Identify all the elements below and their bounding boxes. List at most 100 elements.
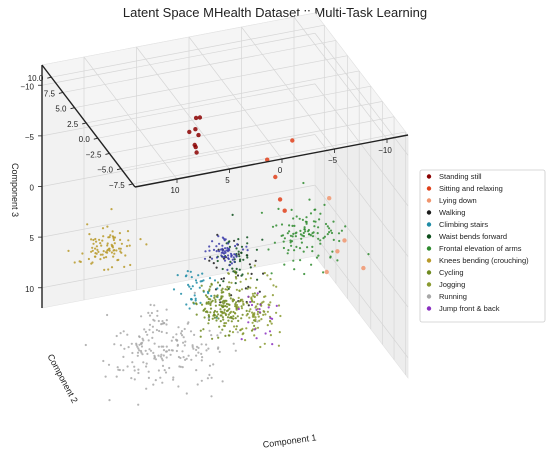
data-point (184, 275, 187, 278)
data-point (137, 368, 140, 371)
data-point (250, 272, 253, 275)
data-point (327, 196, 332, 201)
data-point (273, 174, 278, 180)
data-point (264, 295, 267, 298)
data-point (302, 231, 305, 235)
data-point (258, 290, 261, 293)
data-point (245, 245, 248, 248)
data-point (119, 250, 122, 253)
data-point (196, 383, 199, 386)
data-point (253, 300, 256, 304)
data-point (283, 237, 286, 240)
data-point (245, 309, 248, 312)
data-point (204, 250, 207, 253)
data-point (165, 319, 168, 322)
data-point (211, 299, 214, 302)
data-point (275, 224, 278, 227)
data-point (163, 369, 166, 372)
x-axis-label: Component 1 (262, 432, 317, 449)
data-point (227, 272, 230, 275)
data-point (249, 300, 252, 304)
data-point (164, 371, 168, 374)
data-point (127, 239, 130, 242)
data-point (202, 328, 205, 331)
data-point (116, 366, 119, 369)
data-point (260, 318, 263, 321)
data-point (157, 354, 160, 357)
data-point (218, 250, 221, 253)
data-point (299, 229, 302, 232)
data-point (99, 258, 102, 261)
data-point (215, 266, 218, 269)
data-point (188, 307, 191, 310)
data-point (208, 364, 212, 367)
data-point (270, 322, 273, 325)
data-point (226, 316, 230, 319)
data-point (215, 295, 218, 298)
data-point (217, 313, 220, 316)
data-point (222, 311, 225, 314)
data-point (286, 232, 289, 235)
data-point (227, 319, 230, 322)
data-point (153, 342, 156, 345)
data-point (91, 246, 94, 249)
data-point (131, 351, 134, 355)
data-point (248, 316, 251, 319)
data-point (253, 292, 256, 295)
data-point (278, 331, 281, 334)
data-point (109, 234, 112, 237)
data-point (194, 299, 197, 302)
data-point (253, 334, 256, 337)
data-point (160, 353, 163, 356)
data-point (223, 256, 226, 259)
data-point (235, 328, 238, 331)
data-point (215, 256, 219, 259)
data-point (136, 345, 139, 348)
data-point (247, 295, 250, 298)
data-point (248, 263, 251, 266)
data-point (253, 324, 256, 327)
data-point (126, 333, 129, 336)
data-point (271, 343, 274, 346)
data-point (146, 352, 149, 355)
data-point (195, 281, 198, 284)
legend-marker (426, 186, 432, 191)
data-point (223, 259, 227, 262)
data-point (168, 349, 171, 352)
x-tick-label: 10 (171, 186, 180, 195)
data-point (224, 322, 228, 325)
data-point (141, 353, 144, 356)
data-point (179, 365, 182, 368)
data-point (183, 327, 186, 331)
data-point (124, 254, 127, 257)
data-point (193, 333, 196, 336)
data-point (302, 250, 305, 253)
data-point (275, 304, 278, 307)
legend-marker (426, 198, 432, 203)
data-point (260, 211, 263, 214)
data-point (220, 289, 223, 292)
data-point (232, 315, 235, 318)
data-point (95, 245, 98, 248)
data-point (262, 313, 265, 316)
data-point (221, 255, 224, 258)
data-point (253, 295, 256, 299)
data-point (202, 279, 205, 282)
data-point (290, 244, 293, 247)
x-tick-label: −5 (328, 156, 338, 165)
data-point (291, 224, 294, 227)
data-point (126, 230, 130, 233)
data-point (309, 212, 313, 215)
y-tick-mark (47, 76, 52, 79)
data-point (123, 265, 126, 268)
data-point (249, 266, 252, 269)
data-point (147, 311, 150, 314)
data-point (161, 359, 164, 362)
grid-line (109, 101, 383, 154)
legend-label: Cycling (439, 268, 464, 277)
data-point (176, 344, 179, 347)
data-point (224, 288, 227, 291)
grid-line (241, 26, 335, 150)
data-point (138, 343, 141, 346)
data-point (237, 319, 240, 322)
